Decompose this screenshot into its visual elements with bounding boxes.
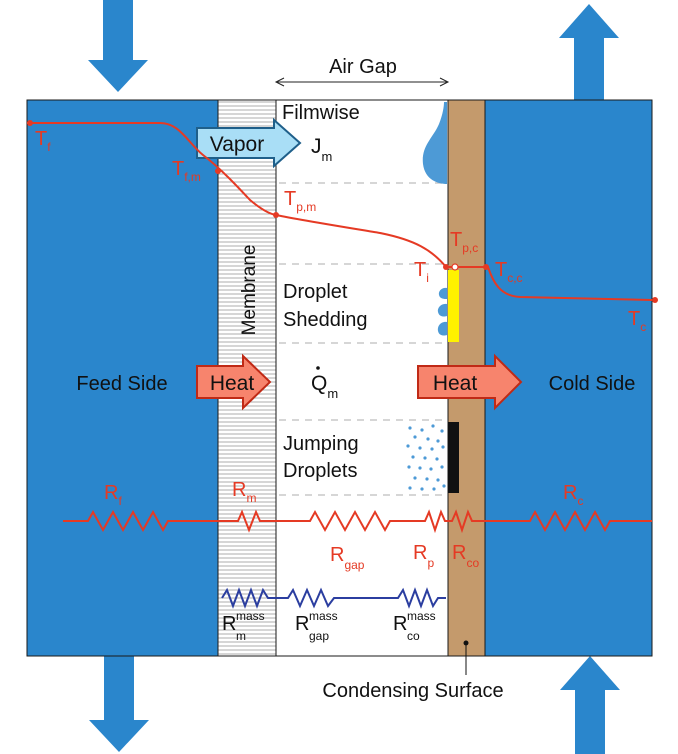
tf-label: Tf (35, 128, 51, 154)
droplet-label: Droplet (283, 281, 348, 303)
coolant-outlet-arrow (559, 4, 619, 100)
heat-left-label: Heat (210, 372, 255, 395)
tpc-label: Tp,c (450, 229, 478, 255)
rco-label: Rco (452, 542, 479, 570)
shedding-label: Shedding (283, 309, 368, 331)
cold-side-label: Cold Side (549, 373, 636, 395)
tpm-label: Tp,m (284, 188, 316, 214)
svg-text:mass: mass (236, 609, 265, 623)
condensing-leader-dot (463, 640, 469, 646)
feed-side-block (26, 99, 219, 657)
rf-label: Rf (104, 482, 122, 508)
heat-arrow-right (417, 353, 523, 411)
heat-right-label: Heat (433, 372, 478, 395)
vapor-arrow (196, 117, 302, 169)
svg-text:Qm: Qm (311, 372, 338, 401)
temperature-profile-line (27, 122, 653, 301)
droplets-label: Droplets (283, 460, 357, 482)
svg-text:mass: mass (407, 609, 436, 623)
rgap-mass-label: R mass gap (295, 609, 338, 643)
mass-resistance-network (221, 587, 446, 609)
membrane-label: Membrane (239, 245, 260, 336)
rm-label: Rm (232, 479, 256, 505)
svg-text:R: R (393, 613, 407, 635)
svg-text:co: co (407, 629, 420, 643)
rp-label: Rp (413, 542, 434, 570)
air-gap-dimension (274, 77, 450, 87)
tcc-label: Tc,c (495, 259, 523, 285)
svg-text:gap: gap (309, 629, 329, 643)
tfm-label: Tf,m (172, 158, 201, 184)
svg-text:mass: mass (309, 609, 338, 623)
shedding-coating (448, 270, 459, 342)
region-dividers (279, 182, 446, 496)
filmwise-label: Filmwise (282, 102, 360, 124)
svg-text:R: R (222, 613, 236, 635)
air-gap-label: Air Gap (329, 56, 397, 78)
svg-text:R: R (295, 613, 309, 635)
feed-outlet-arrow (89, 656, 149, 752)
shedding-droplet-icons (437, 287, 447, 336)
thermal-resistance-network (63, 509, 652, 534)
jumping-label: Jumping (283, 433, 359, 455)
qm-label: Qm (311, 366, 338, 401)
rco-mass-label: R mass co (393, 609, 436, 643)
condensing-surface-label: Condensing Surface (322, 680, 503, 702)
feed-inlet-arrow (88, 0, 148, 92)
rgap-label: Rgap (330, 544, 365, 572)
filmwise-condensate-icon (422, 102, 447, 184)
coolant-inlet-arrow (560, 656, 620, 754)
jm-label: Jm (311, 135, 332, 164)
heat-arrow-left (196, 353, 272, 411)
jumping-droplet-icons (406, 424, 446, 491)
ti-label: Ti (414, 259, 429, 285)
temperature-markers (27, 120, 658, 303)
rc-label: Rc (563, 482, 583, 508)
feed-side-label: Feed Side (76, 373, 167, 395)
svg-text:m: m (236, 629, 246, 643)
superhydrophobic-coating (448, 422, 459, 493)
rm-mass-label: R mass m (222, 609, 265, 643)
vapor-label: Vapor (210, 133, 264, 156)
tc-label: Tc (628, 308, 646, 334)
